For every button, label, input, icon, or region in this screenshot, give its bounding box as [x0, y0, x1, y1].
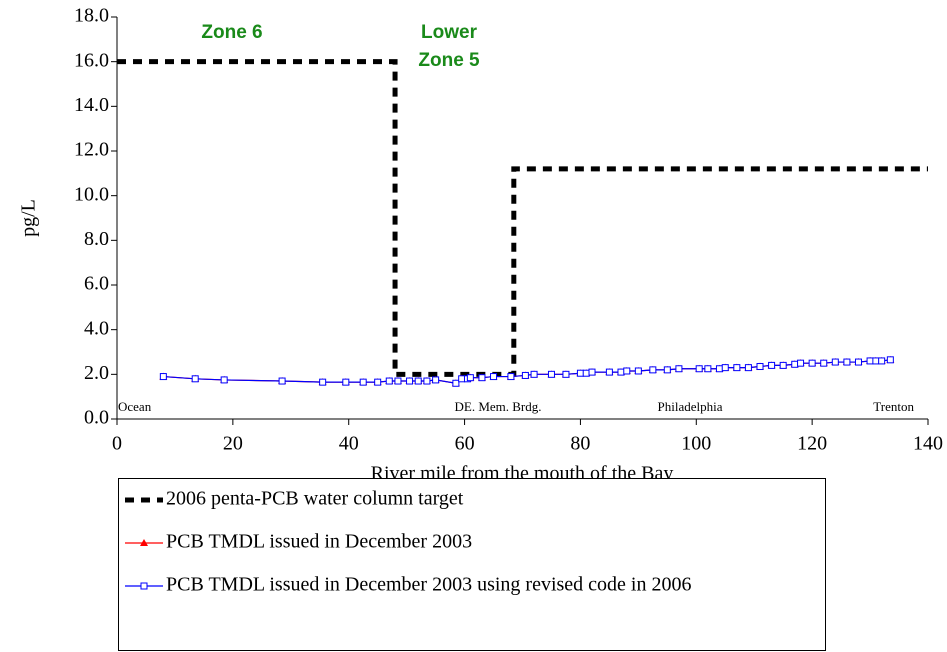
data-point — [878, 357, 886, 365]
y-axis-label: pg/L — [18, 199, 40, 237]
y-tick-label: 0.0 — [84, 407, 109, 429]
data-point — [617, 368, 625, 376]
x-tick-label: 120 — [797, 433, 827, 455]
x-tick-label: 100 — [681, 433, 711, 455]
y-tick-label: 6.0 — [84, 273, 109, 295]
data-point — [414, 377, 422, 385]
data-point — [562, 370, 570, 378]
data-point — [359, 378, 367, 386]
x-tick-label: 20 — [223, 433, 243, 455]
data-point — [756, 363, 764, 371]
data-point — [744, 364, 752, 372]
y-tick-label: 16.0 — [74, 49, 109, 71]
data-point — [342, 378, 350, 386]
location-label: Ocean — [118, 399, 152, 414]
data-point — [886, 356, 894, 364]
location-label: Philadelphia — [658, 399, 723, 414]
data-point — [521, 371, 529, 379]
data-point — [854, 358, 862, 366]
data-point — [582, 369, 590, 377]
legend-marker — [140, 582, 148, 590]
data-point — [768, 361, 776, 369]
data-point — [191, 375, 199, 383]
y-tick-label: 4.0 — [84, 317, 109, 339]
data-point — [605, 368, 613, 376]
data-point — [695, 365, 703, 373]
location-label: DE. Mem. Brdg. — [454, 399, 541, 414]
data-point — [733, 364, 741, 372]
data-point — [394, 377, 402, 385]
y-tick-label: 18.0 — [74, 5, 109, 27]
data-point — [704, 365, 712, 373]
data-point — [588, 368, 596, 376]
x-tick-label: 140 — [913, 433, 943, 455]
x-tick-label: 40 — [339, 433, 359, 455]
series-line — [117, 59, 928, 377]
data-point — [406, 377, 414, 385]
location-label: Trenton — [873, 399, 914, 414]
data-point — [466, 374, 474, 382]
y-tick-label: 12.0 — [74, 139, 109, 161]
y-tick-label: 8.0 — [84, 228, 109, 250]
x-tick-label: 80 — [570, 433, 590, 455]
data-point — [478, 374, 486, 382]
data-point — [576, 369, 584, 377]
data-point — [721, 364, 729, 372]
y-tick-label: 10.0 — [74, 183, 109, 205]
data-point — [663, 366, 671, 374]
data-point — [159, 373, 167, 381]
data-point — [423, 377, 431, 385]
data-point — [458, 375, 466, 383]
zone-label: Lower — [421, 22, 478, 43]
legend-label: PCB TMDL issued in December 2003 using r… — [166, 574, 692, 596]
data-point — [649, 366, 657, 374]
data-point — [530, 370, 538, 378]
data-point — [634, 367, 642, 375]
x-tick-label: 0 — [112, 433, 122, 455]
data-point — [623, 367, 631, 375]
data-point — [220, 376, 228, 384]
data-point — [675, 365, 683, 373]
data-point — [779, 361, 787, 369]
data-point — [507, 373, 515, 381]
legend-marker — [140, 539, 148, 546]
data-point — [831, 358, 839, 366]
y-tick-label: 2.0 — [84, 362, 109, 384]
data-point — [872, 357, 880, 365]
data-point — [797, 359, 805, 367]
data-point — [547, 370, 555, 378]
data-point — [432, 376, 440, 384]
legend-box — [118, 478, 826, 651]
legend-label: PCB TMDL issued in December 2003 — [166, 531, 472, 553]
zone-label: Zone 6 — [201, 22, 262, 43]
data-point — [319, 378, 327, 386]
x-tick-label: 60 — [455, 433, 475, 455]
data-point — [278, 377, 286, 385]
data-point — [866, 357, 874, 365]
data-point — [791, 360, 799, 368]
data-point — [820, 359, 828, 367]
data-point — [843, 358, 851, 366]
zone-label: Zone 5 — [418, 50, 480, 71]
y-tick-label: 14.0 — [74, 94, 109, 116]
data-point — [452, 379, 460, 387]
data-point — [490, 373, 498, 381]
data-point — [374, 378, 382, 386]
data-point — [385, 377, 393, 385]
data-point — [808, 359, 816, 367]
legend-label: 2006 penta-PCB water column target — [166, 488, 464, 510]
data-point — [715, 365, 723, 373]
